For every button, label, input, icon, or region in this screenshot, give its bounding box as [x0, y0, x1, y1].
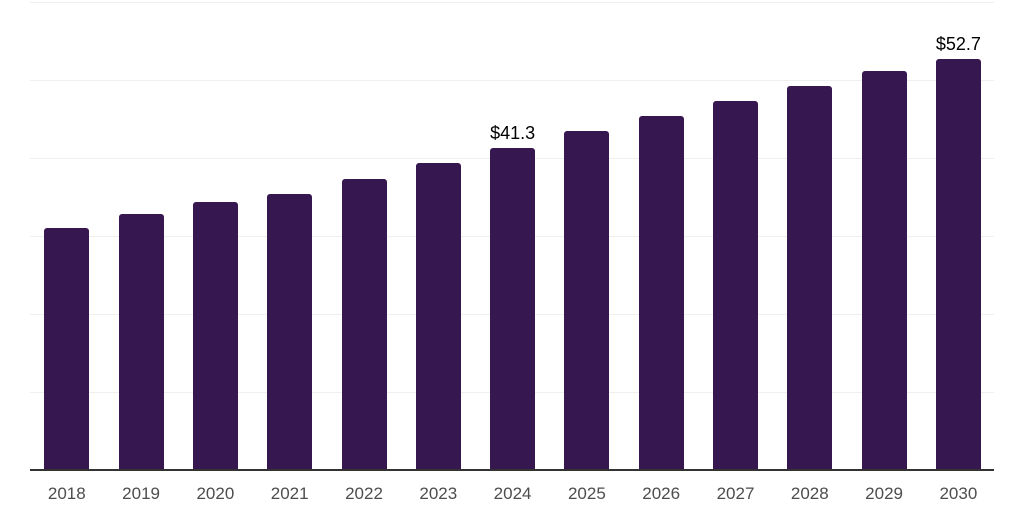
gridline-50 [30, 80, 994, 81]
x-tick-label-2021: 2021 [270, 484, 309, 503]
bar-value-label-2024: $41.3 [490, 122, 536, 143]
bar-2026[interactable] [638, 115, 684, 470]
bar-2025[interactable] [564, 130, 610, 470]
x-tick-label-2028: 2028 [790, 484, 829, 503]
bar-2023[interactable] [415, 162, 461, 470]
plot-area: $41.3 $52.7 [30, 2, 994, 470]
bar-2020[interactable] [192, 201, 238, 470]
x-tick-label-2018: 2018 [47, 484, 86, 503]
x-tick-label-2025: 2025 [567, 484, 606, 503]
gridline-60 [30, 2, 994, 3]
bar-2028[interactable] [787, 86, 833, 470]
x-tick-label-2027: 2027 [716, 484, 755, 503]
bar-2019[interactable] [118, 214, 164, 470]
x-tick-label-2030: 2030 [939, 484, 978, 503]
bar-2021[interactable] [267, 193, 313, 470]
x-tick-label-2020: 2020 [196, 484, 235, 503]
x-tick-label-2026: 2026 [642, 484, 681, 503]
x-axis-line [30, 469, 994, 471]
x-tick-label-2024: 2024 [493, 484, 532, 503]
x-tick-label-2023: 2023 [419, 484, 458, 503]
bar-2024[interactable] [490, 147, 536, 470]
bar-2030[interactable] [935, 58, 981, 470]
bar-2027[interactable] [713, 101, 758, 470]
x-tick-label-2019: 2019 [122, 484, 161, 503]
x-tick-label-2022: 2022 [345, 484, 383, 503]
bar-value-label-2030: $52.7 [935, 33, 981, 54]
bar-2018[interactable] [44, 228, 90, 470]
bar-2022[interactable] [341, 179, 387, 470]
bar-2029[interactable] [861, 71, 907, 470]
x-tick-label-2029: 2029 [865, 484, 904, 503]
